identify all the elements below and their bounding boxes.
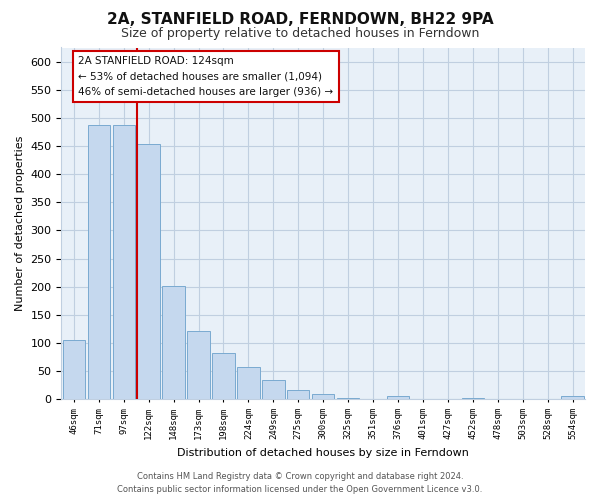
Bar (461, 398, 484, 400)
Text: Contains HM Land Registry data © Crown copyright and database right 2024.
Contai: Contains HM Land Registry data © Crown c… (118, 472, 482, 494)
X-axis label: Distribution of detached houses by size in Ferndown: Distribution of detached houses by size … (177, 448, 469, 458)
Text: 2A STANFIELD ROAD: 124sqm
← 53% of detached houses are smaller (1,094)
46% of se: 2A STANFIELD ROAD: 124sqm ← 53% of detac… (79, 56, 334, 97)
Bar (562, 396, 584, 400)
Bar (88, 124, 110, 400)
Bar (262, 380, 284, 400)
Text: Size of property relative to detached houses in Ferndown: Size of property relative to detached ho… (121, 28, 479, 40)
Bar (536, 398, 559, 400)
Bar (212, 352, 235, 400)
Bar (362, 398, 384, 400)
Bar (113, 124, 135, 400)
Bar (187, 330, 210, 400)
Text: 2A, STANFIELD ROAD, FERNDOWN, BH22 9PA: 2A, STANFIELD ROAD, FERNDOWN, BH22 9PA (107, 12, 493, 28)
Bar (387, 396, 409, 400)
Bar (487, 398, 509, 400)
Bar (337, 398, 359, 400)
Bar (511, 398, 534, 400)
Bar (137, 144, 160, 400)
Bar (287, 390, 310, 400)
Bar (412, 398, 434, 400)
Bar (237, 367, 260, 400)
Y-axis label: Number of detached properties: Number of detached properties (15, 136, 25, 311)
Bar (437, 398, 459, 400)
Bar (163, 286, 185, 400)
Bar (312, 394, 334, 400)
Bar (62, 340, 85, 400)
